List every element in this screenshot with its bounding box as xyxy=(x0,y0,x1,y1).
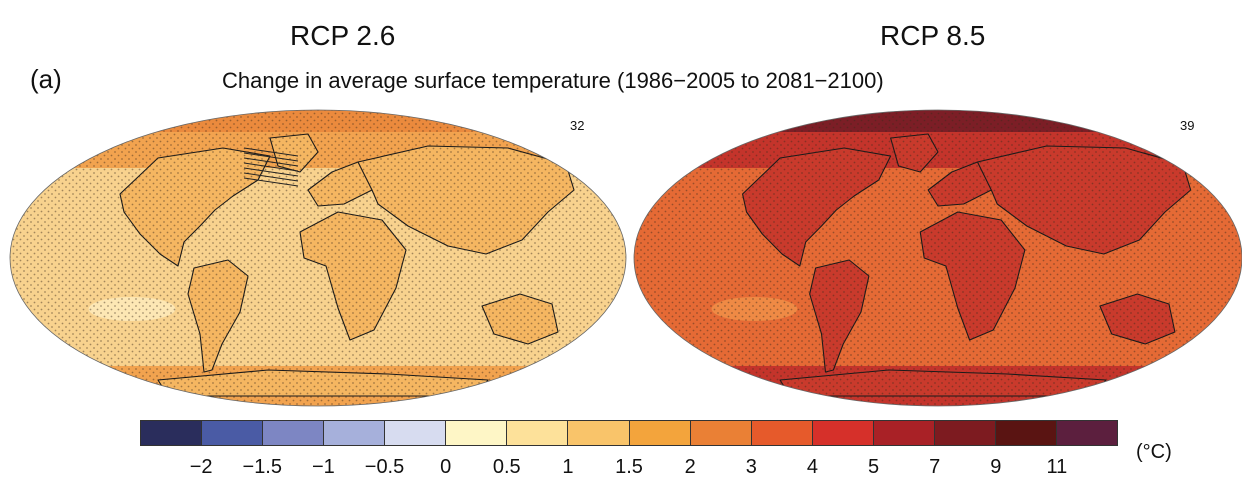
colorbar-tick-label: −1.5 xyxy=(242,456,282,478)
colorbar-tick-label: −1 xyxy=(311,456,335,478)
colorbar-swatch xyxy=(385,421,447,445)
colorbar-swatch xyxy=(812,421,874,445)
colorbar-tick-label: 4 xyxy=(806,456,818,478)
map-outline xyxy=(9,109,627,407)
map-outline xyxy=(633,109,1242,407)
scenario-title-right: RCP 8.5 xyxy=(880,20,986,51)
colorbar-tick-label: 3 xyxy=(745,456,757,478)
colorbar xyxy=(140,420,1118,446)
map-rcp26 xyxy=(9,109,627,407)
colorbar-swatch xyxy=(263,421,325,445)
colorbar-swatch xyxy=(1056,421,1117,445)
colorbar-tick-label: 7 xyxy=(929,456,941,478)
colorbar-swatch xyxy=(690,421,752,445)
colorbar-tick-label: −2 xyxy=(189,456,213,478)
colorbar-tick-label: 9 xyxy=(990,456,1002,478)
colorbar-tick-label: 2 xyxy=(684,456,696,478)
model-count-left: 32 xyxy=(570,118,585,133)
colorbar-tick-label: 5 xyxy=(867,456,880,478)
colorbar-swatch xyxy=(873,421,935,445)
map-rcp85 xyxy=(633,109,1242,407)
colorbar-swatch xyxy=(446,421,508,445)
map-subtitle: Change in average surface temperature (1… xyxy=(222,68,884,93)
colorbar-swatch xyxy=(995,421,1057,445)
model-count-right: 39 xyxy=(1180,118,1195,133)
colorbar-swatch xyxy=(507,421,569,445)
significance-stippling xyxy=(10,110,626,406)
colorbar-swatch xyxy=(202,421,264,445)
colorbar-swatch xyxy=(324,421,386,445)
colorbar-swatch xyxy=(934,421,996,445)
scenario-title-left: RCP 2.6 xyxy=(290,20,396,51)
significance-stippling xyxy=(634,110,1242,406)
colorbar-tick-label: 1.5 xyxy=(615,456,643,478)
panel-label: (a) xyxy=(30,64,62,94)
colorbar-tick-label: 11 xyxy=(1046,456,1068,478)
colorbar-unit: (°C) xyxy=(1136,441,1172,463)
hatching-north-atlantic xyxy=(243,147,299,187)
colorbar-tick-label: 1 xyxy=(562,456,574,478)
colorbar-swatch xyxy=(568,421,630,445)
colorbar-swatch xyxy=(629,421,691,445)
colorbar-swatch xyxy=(751,421,813,445)
colorbar-tick-label: 0.5 xyxy=(492,456,521,478)
colorbar-tick-label: −0.5 xyxy=(364,456,405,478)
colorbar-swatch xyxy=(141,421,203,445)
colorbar-tick-label: 0 xyxy=(440,456,452,478)
